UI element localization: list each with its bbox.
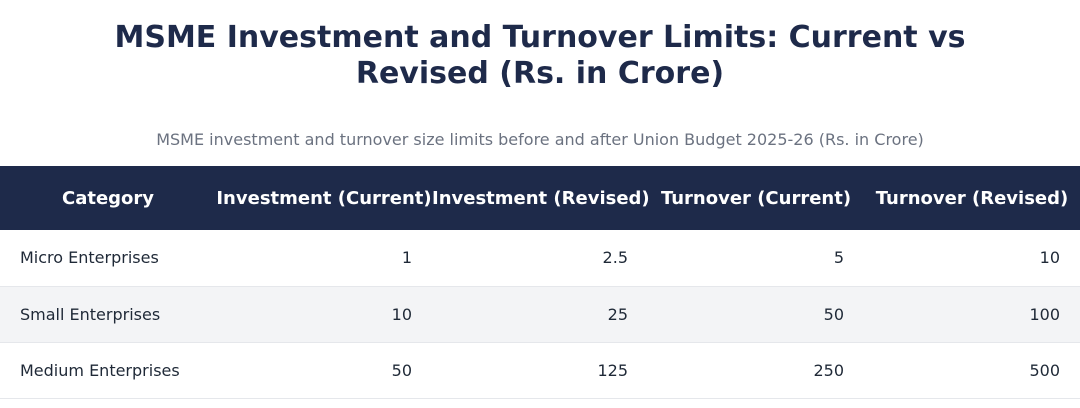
cell-turnover-revised: 100 — [1029, 304, 1060, 324]
cell-category: Medium Enterprises — [20, 360, 180, 380]
cell-category: Small Enterprises — [20, 304, 161, 324]
cell-investment-revised: 2.5 — [602, 248, 628, 268]
cell-turnover-revised: 500 — [1029, 360, 1060, 380]
page-subtitle: MSME investment and turnover size limits… — [156, 130, 924, 149]
page-title: MSME Investment and Turnover Limits: Cur… — [114, 20, 966, 91]
cell-investment-revised: 25 — [607, 304, 628, 324]
header-investment-revised: Investment (Revised) — [432, 187, 650, 209]
cell-investment-revised: 125 — [597, 360, 628, 380]
cell-turnover-current: 5 — [833, 248, 844, 268]
cell-turnover-revised: 10 — [1039, 248, 1060, 268]
header-turnover-revised: Turnover (Revised) — [875, 187, 1069, 209]
header-category: Category — [61, 187, 155, 209]
table-row: Medium Enterprises 50 125 250 500 — [0, 342, 1080, 398]
cell-investment-current: 10 — [391, 304, 412, 324]
cell-category: Micro Enterprises — [20, 248, 159, 268]
limits-table: Category Investment (Current) Investment… — [0, 166, 1080, 399]
table-header-row: Category Investment (Current) Investment… — [0, 166, 1080, 230]
table-row: Micro Enterprises 1 2.5 5 10 — [0, 230, 1080, 286]
cell-turnover-current: 50 — [823, 304, 844, 324]
header-investment-current: Investment (Current) — [216, 187, 432, 209]
header-turnover-current: Turnover (Current) — [660, 187, 852, 209]
cell-turnover-current: 250 — [813, 360, 844, 380]
cell-investment-current: 1 — [401, 248, 412, 268]
cell-investment-current: 50 — [391, 360, 412, 380]
table-row: Small Enterprises 10 25 50 100 — [0, 286, 1080, 342]
